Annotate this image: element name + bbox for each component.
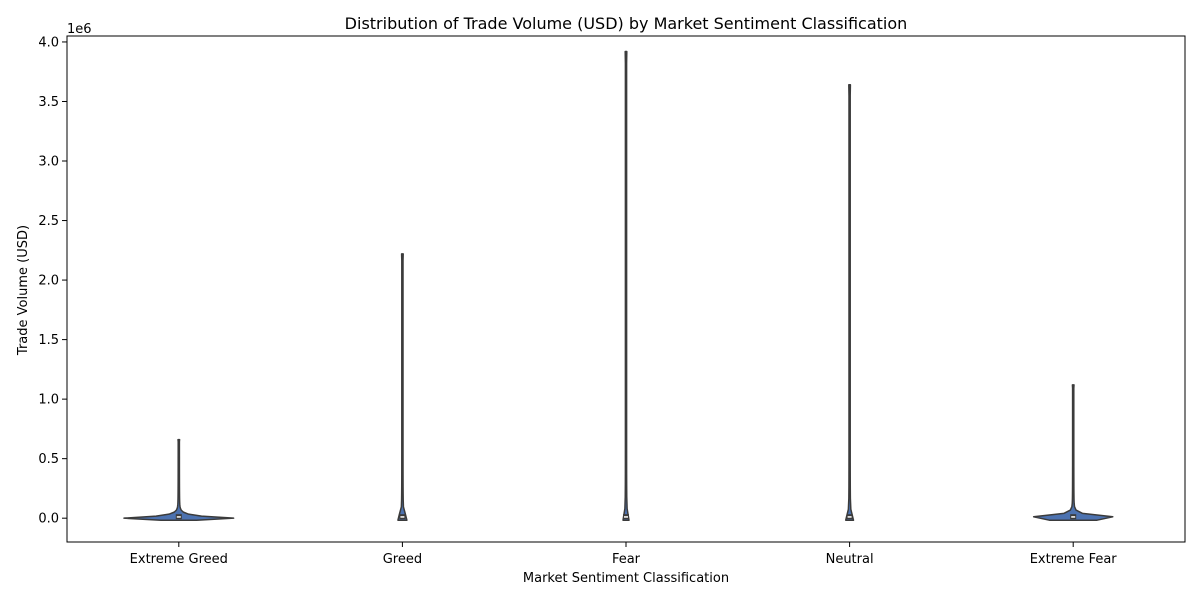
y-axis-label: Trade Volume (USD) [16,225,31,356]
violin-neutral [844,84,855,521]
y-offset-label: 1e6 [67,22,92,37]
violin-median [400,516,405,518]
violin-extreme-fear [1032,384,1114,521]
violin-fear [622,50,630,521]
violin-median [847,516,852,518]
y-tick-label: 3.0 [38,155,59,170]
violin-median [1071,516,1076,518]
violin-extreme-greed [123,438,235,521]
x-tick-label: Extreme Greed [130,552,228,567]
y-tick-label: 0.5 [38,452,59,467]
y-tick-label: 0.0 [38,512,59,527]
violins [123,50,1114,521]
x-axis: Extreme Greed Greed Fear Neutral Extreme Fea… [130,542,1118,567]
y-tick-label: 3.5 [38,95,59,110]
violin-median [176,516,181,518]
x-tick-label: Greed [383,552,422,567]
y-axis: 0.0 0.5 1.0 1.5 2.0 2.5 3.0 3.5 4.0 [38,35,67,527]
x-tick-label: Fear [612,552,641,567]
plot-frame [66,35,1186,543]
y-tick-label: 1.0 [38,393,59,408]
violin-median [624,516,628,518]
y-tick-label: 1.5 [38,333,59,348]
y-tick-label: 2.0 [38,274,59,289]
x-tick-label: Neutral [826,552,874,567]
violin-greed [397,253,408,521]
chart-title: Distribution of Trade Volume (USD) by Ma… [345,14,908,33]
y-tick-label: 4.0 [38,35,59,50]
x-axis-label: Market Sentiment Classification [523,571,729,586]
y-tick-label: 2.5 [38,214,59,229]
x-tick-label: Extreme Fear [1030,552,1118,567]
